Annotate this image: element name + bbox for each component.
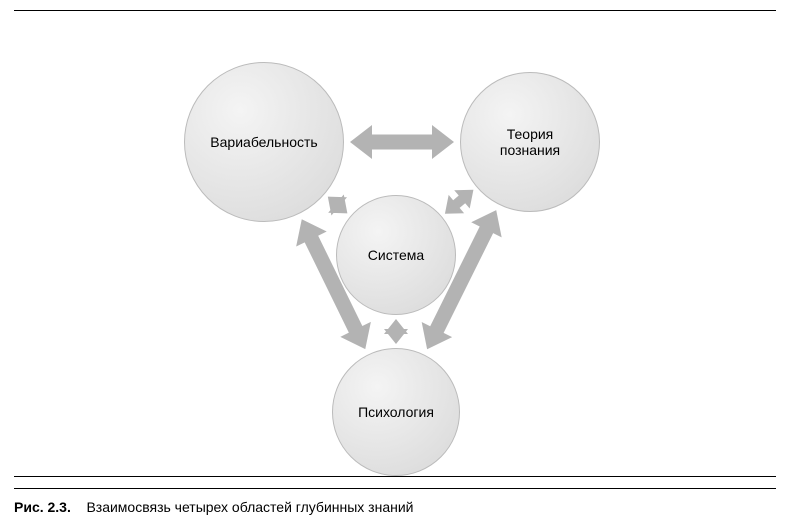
figure-caption: Рис. 2.3. Взаимосвязь четырех областей г… bbox=[14, 499, 776, 515]
bottom-rule bbox=[14, 476, 776, 477]
edge-small-variability-system bbox=[328, 195, 348, 216]
node-theory: Теория познания bbox=[460, 72, 600, 212]
edge-big-variability-theory bbox=[350, 125, 454, 159]
caption-rule bbox=[14, 488, 776, 489]
edge-small-theory-system bbox=[445, 190, 474, 214]
node-label-theory: Теория познания bbox=[500, 126, 560, 158]
node-label-system: Система bbox=[368, 247, 424, 263]
figure-page: Вариабельность Теория познания Система Псих… bbox=[0, 0, 790, 521]
node-label-variability: Вариабельность bbox=[210, 134, 317, 150]
edge-small-psychology-system bbox=[384, 319, 408, 344]
caption-text: Взаимосвязь четырех областей глубинных з… bbox=[86, 499, 413, 515]
top-rule bbox=[14, 10, 776, 11]
node-label-psychology: Психология bbox=[358, 404, 434, 420]
node-system: Система bbox=[336, 195, 456, 315]
node-variability: Вариабельность bbox=[184, 62, 344, 222]
caption-prefix: Рис. 2.3. bbox=[14, 499, 71, 515]
node-psychology: Психология bbox=[332, 348, 460, 476]
